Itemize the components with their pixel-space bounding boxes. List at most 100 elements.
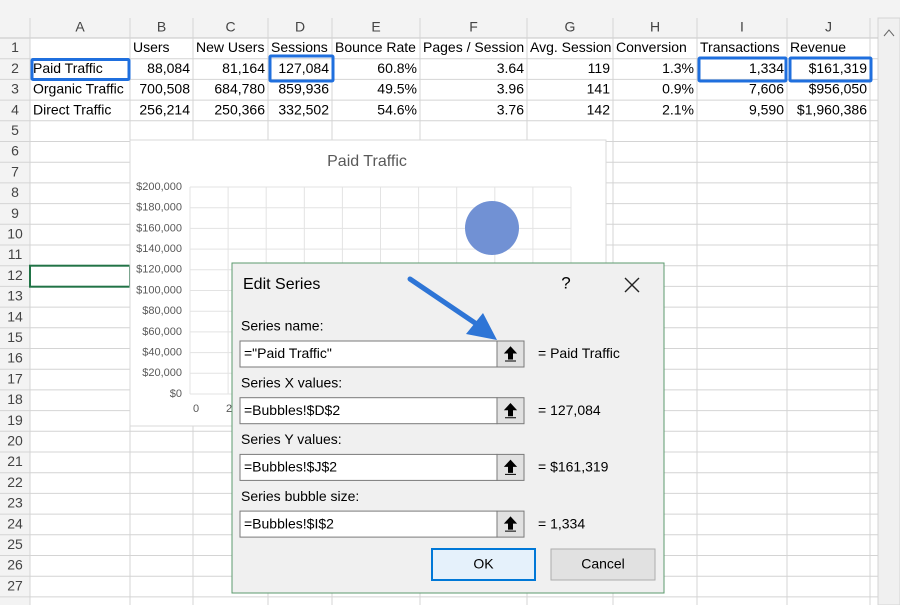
header-cell[interactable]: Conversion	[616, 39, 687, 55]
field-value: ="Paid Traffic"	[244, 345, 332, 361]
field-input[interactable]	[239, 397, 498, 425]
field-input[interactable]	[239, 453, 498, 481]
column-header[interactable]: A	[75, 19, 85, 35]
y-axis-label: $200,000	[136, 181, 182, 193]
row-header[interactable]: 18	[7, 391, 23, 407]
row-header[interactable]: 3	[11, 81, 19, 97]
row-header[interactable]: 21	[7, 453, 23, 469]
data-cell[interactable]: 54.6%	[377, 101, 417, 117]
data-cell[interactable]: 1.3%	[662, 60, 694, 76]
data-cell[interactable]: 250,366	[214, 101, 265, 117]
data-cell[interactable]: 1,334	[749, 60, 784, 76]
data-cell[interactable]: 684,780	[214, 81, 265, 97]
row-header[interactable]: 2	[11, 60, 19, 76]
field-input[interactable]	[239, 510, 498, 538]
scrollbar[interactable]	[877, 17, 900, 605]
row-header[interactable]: 19	[7, 412, 23, 428]
row-header-bar	[0, 18, 30, 605]
data-cell[interactable]: 256,214	[139, 101, 190, 117]
data-cell[interactable]: Direct Traffic	[33, 101, 111, 117]
y-axis-label: $100,000	[136, 284, 182, 296]
row-header[interactable]: 27	[7, 577, 23, 593]
data-cell[interactable]: $161,319	[809, 60, 868, 76]
column-header[interactable]: H	[650, 19, 660, 35]
header-cell[interactable]: Sessions	[271, 39, 328, 55]
column-header[interactable]: E	[371, 19, 380, 35]
row-header[interactable]: 16	[7, 350, 23, 366]
row-header[interactable]: 9	[11, 205, 19, 221]
row-header[interactable]: 25	[7, 536, 23, 552]
column-header[interactable]: G	[565, 19, 576, 35]
data-cell[interactable]: Paid Traffic	[33, 60, 103, 76]
data-cell[interactable]: 127,084	[278, 60, 329, 76]
bubble[interactable]	[465, 201, 519, 255]
column-header[interactable]: F	[469, 19, 478, 35]
row-header[interactable]: 7	[11, 163, 19, 179]
dialog-frame	[231, 262, 665, 594]
y-axis-label: $20,000	[142, 367, 182, 379]
row-header[interactable]: 4	[11, 101, 19, 117]
help-button[interactable]: ?	[561, 273, 570, 292]
row-header[interactable]: 24	[7, 515, 23, 531]
data-cell[interactable]: 119	[588, 60, 611, 76]
field-input[interactable]	[239, 340, 498, 368]
data-cell[interactable]: Organic Traffic	[33, 81, 124, 97]
data-cell[interactable]: 142	[587, 101, 611, 117]
header-cell[interactable]: Pages / Session	[423, 39, 524, 55]
cancel-button[interactable]	[550, 548, 656, 581]
column-header[interactable]: B	[157, 19, 166, 35]
data-cell[interactable]: 141	[587, 81, 611, 97]
scroll-up[interactable]	[883, 29, 895, 37]
header-cell[interactable]: Avg. Session	[530, 39, 611, 55]
data-cell[interactable]: $1,960,386	[797, 101, 867, 117]
header-cell[interactable]: Bounce Rate	[335, 39, 416, 55]
row-header[interactable]: 6	[11, 143, 19, 159]
x-axis-label: 2	[226, 403, 232, 415]
data-cell[interactable]: 3.76	[497, 101, 524, 117]
chart-title: Paid Traffic	[327, 153, 407, 170]
data-cell[interactable]: 88,084	[147, 60, 190, 76]
data-cell[interactable]: $956,050	[809, 81, 868, 97]
data-cell[interactable]: 49.5%	[377, 81, 417, 97]
data-cell[interactable]: 700,508	[139, 81, 190, 97]
row-header[interactable]: 12	[7, 267, 23, 283]
header-cell[interactable]: Transactions	[700, 39, 780, 55]
header-cell[interactable]: Revenue	[790, 39, 846, 55]
data-cell[interactable]: 859,936	[278, 81, 329, 97]
row-header[interactable]: 1	[11, 39, 19, 55]
data-cell[interactable]: 81,164	[222, 60, 265, 76]
header-cell[interactable]: New Users	[196, 39, 264, 55]
data-cell[interactable]: 332,502	[278, 101, 329, 117]
y-axis-label: $80,000	[142, 305, 182, 317]
data-cell[interactable]: 9,590	[749, 101, 784, 117]
row-header[interactable]: 23	[7, 495, 23, 511]
annotation-arrow	[407, 276, 497, 340]
data-cell[interactable]: 3.96	[497, 81, 524, 97]
row-header[interactable]: 5	[11, 122, 19, 138]
field-result: = Paid Traffic	[538, 345, 620, 361]
row-header[interactable]: 15	[7, 329, 23, 345]
row-header[interactable]: 22	[7, 474, 23, 490]
collapse-icon	[503, 402, 518, 419]
row-header[interactable]: 14	[7, 308, 23, 324]
header-cell[interactable]: Users	[133, 39, 170, 55]
data-cell[interactable]: 7,606	[749, 81, 784, 97]
row-header[interactable]: 8	[11, 184, 19, 200]
row-header[interactable]: 11	[8, 246, 23, 262]
data-cell[interactable]: 0.9%	[662, 81, 694, 97]
row-header[interactable]: 26	[7, 557, 23, 573]
column-header[interactable]: I	[740, 19, 744, 35]
column-header[interactable]: J	[825, 19, 832, 35]
column-header[interactable]: C	[225, 19, 235, 35]
row-header[interactable]: 20	[7, 433, 23, 449]
ok-button[interactable]	[431, 548, 536, 581]
close-button[interactable]	[624, 277, 640, 293]
selected-cell[interactable]	[29, 264, 131, 288]
data-cell[interactable]: 2.1%	[662, 101, 694, 117]
data-cell[interactable]: 60.8%	[377, 60, 417, 76]
column-header[interactable]: D	[295, 19, 305, 35]
row-header[interactable]: 17	[7, 370, 23, 386]
row-header[interactable]: 13	[7, 288, 23, 304]
row-header[interactable]: 10	[7, 226, 23, 242]
data-cell[interactable]: 3.64	[497, 60, 524, 76]
